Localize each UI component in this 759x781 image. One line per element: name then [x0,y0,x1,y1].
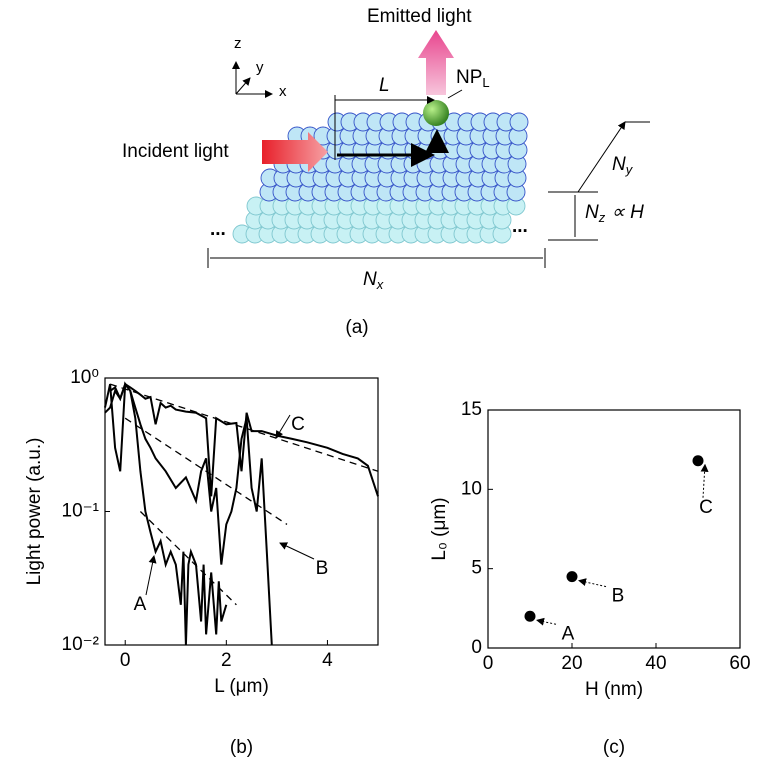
series-label: C [291,414,305,435]
label-arrow [279,542,315,560]
plot-frame [487,409,741,649]
fit-line [109,383,379,472]
y-tick-label: 0 [471,637,482,658]
x-tick-label: 0 [120,650,131,671]
panel-label: (a) [345,317,368,338]
y-tick-label: 10⁻² [62,634,100,655]
point [692,455,704,467]
x-axis-label: H (nm) [585,679,643,700]
sphere [509,112,529,132]
nx-label: Nx [363,269,384,292]
ellipsis: ... [512,216,528,237]
ny-label: Ny [612,154,634,177]
x-axis-label: L (μm) [214,676,269,697]
leader [447,89,463,99]
point-label: A [562,623,575,644]
x-tick-label: 60 [729,653,750,674]
nz-base: N [585,202,599,223]
ny-base: N [612,154,626,175]
y-tick-label: 10 [461,478,482,499]
point-label: B [612,586,625,607]
x-tick-label: 0 [483,653,494,674]
ellipsis: ... [210,219,226,240]
x-tick-label: 40 [645,653,666,674]
nanoparticle [423,100,449,126]
emitted-arrow [418,30,454,95]
data-line [109,381,273,646]
axis-x: x [279,83,287,100]
point [566,571,578,583]
y-axis-label: L₀ (μm) [429,497,450,560]
data-line [104,382,379,497]
nx-sub: x [376,277,384,292]
y-tick-label: 15 [461,399,482,420]
nx-base: N [363,269,377,290]
point-label: C [699,497,713,518]
label-arrow [275,414,291,439]
y-tick-label: 10⁰ [70,367,99,388]
nz-suffix: ∝ H [611,202,644,223]
particle-base: NP [456,67,482,88]
label-arrow [700,463,709,498]
nz-label: Nz ∝ H [585,202,644,225]
panel-label: (c) [603,737,625,758]
particle-sub: L [482,75,489,90]
data-line [104,381,228,646]
label-arrow [578,578,607,588]
ny-sub: y [625,162,634,177]
fit-line [124,417,288,525]
label-arrow [536,617,557,626]
length-label: L [379,75,390,96]
label-arrow [145,555,157,596]
series-label: A [134,594,147,615]
point [524,610,536,622]
panel-label: (b) [230,737,253,758]
x-tick-label: 20 [561,653,582,674]
series-label: B [316,558,329,579]
y-tick-label: 5 [471,558,482,579]
incident-arrow [262,132,328,172]
nanoparticle-film [232,112,529,244]
axis-z: z [234,35,242,52]
x-tick-label: 2 [221,650,232,671]
x-tick-label: 4 [322,650,333,671]
particle-label: NPL [456,67,490,90]
y-tick-label: 10⁻¹ [62,501,100,522]
emitted-label: Emitted light [367,6,472,27]
dim-ny [577,121,626,193]
incident-label: Incident light [122,141,229,162]
y-axis-label: Light power (a.u.) [24,438,45,586]
nz-sub: z [598,210,606,225]
axis-icon [235,77,251,95]
axis-y: y [256,59,264,76]
fit-line [139,511,237,606]
